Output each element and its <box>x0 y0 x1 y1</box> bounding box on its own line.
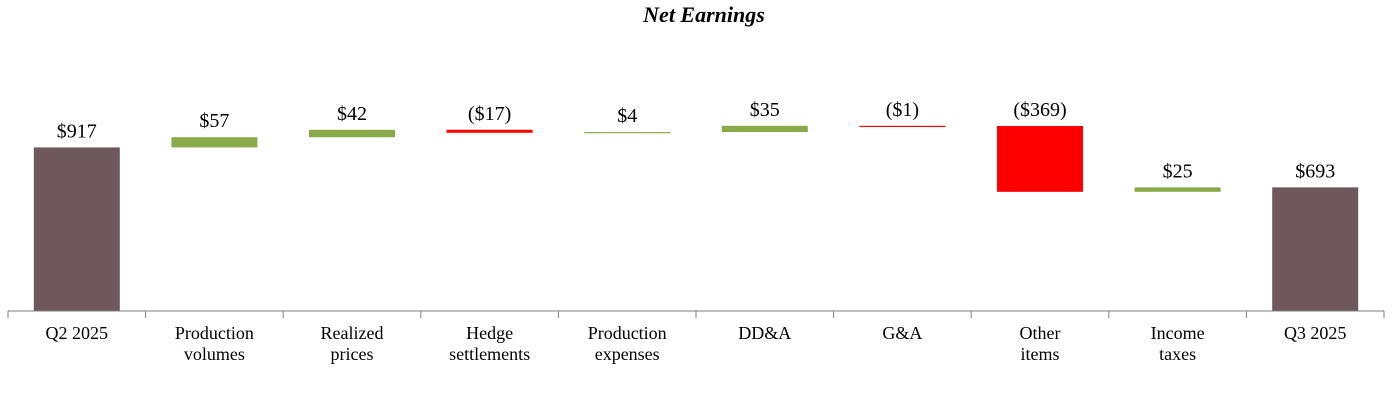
category-label: DD&A <box>738 323 791 343</box>
bar-hedge-settlements <box>446 129 533 133</box>
bar-production-volumes <box>171 137 258 148</box>
bar-dd-a <box>721 125 808 133</box>
category-label-line: Hedge <box>466 323 513 343</box>
category-label: Realized prices <box>321 323 384 364</box>
category-label: Q3 2025 <box>1284 323 1347 343</box>
bar-q2-2025 <box>33 147 120 311</box>
tick-marks-group <box>7 311 1385 318</box>
category-label: Income taxes <box>1151 323 1205 364</box>
data-label: $4 <box>617 105 637 127</box>
data-label: ($369) <box>1013 99 1066 121</box>
category-label: Production expenses <box>588 323 667 364</box>
category-label-line: volumes <box>184 344 245 364</box>
bar-income-taxes <box>1134 187 1221 192</box>
category-label-line: items <box>1021 344 1060 364</box>
data-label: $42 <box>337 103 367 125</box>
data-labels-group: $917 $57 $42 ($17) $4 $35 ($1) ($369) $25 $693 <box>57 99 1335 183</box>
category-label-line: DD&A <box>738 323 791 343</box>
category-label: G&A <box>882 323 922 343</box>
category-label-line: G&A <box>882 323 922 343</box>
category-label: Q2 2025 <box>46 323 109 343</box>
bar-q3-2025 <box>1272 187 1359 311</box>
category-label-line: taxes <box>1159 344 1196 364</box>
bar-realized-prices <box>309 129 395 138</box>
category-label: Other items <box>1020 323 1061 364</box>
category-label-line: prices <box>331 344 374 364</box>
data-label: $57 <box>199 110 229 132</box>
category-label-line: expenses <box>595 344 660 364</box>
bars-group <box>33 125 1359 311</box>
bar-other-items <box>997 126 1083 192</box>
data-label: ($17) <box>468 103 511 125</box>
category-label-line: Income <box>1151 323 1205 343</box>
category-label: Production volumes <box>175 323 254 364</box>
category-label-line: Production <box>175 323 254 343</box>
bar-g-a <box>859 125 946 128</box>
chart-title: Net Earnings <box>642 2 765 27</box>
category-label-line: Other <box>1020 323 1061 343</box>
bar-production-expenses <box>584 132 671 134</box>
category-label-line: Q3 2025 <box>1284 323 1347 343</box>
data-label: $35 <box>750 99 780 121</box>
data-label: ($1) <box>886 99 919 121</box>
category-label-line: Realized <box>321 323 384 343</box>
category-label-line: settlements <box>449 344 530 364</box>
category-label-line: Production <box>588 323 667 343</box>
data-label: $25 <box>1163 160 1193 182</box>
category-label-line: Q2 2025 <box>46 323 109 343</box>
data-label: $693 <box>1295 160 1335 182</box>
category-label: Hedge settlements <box>449 323 530 364</box>
data-label: $917 <box>57 120 97 142</box>
